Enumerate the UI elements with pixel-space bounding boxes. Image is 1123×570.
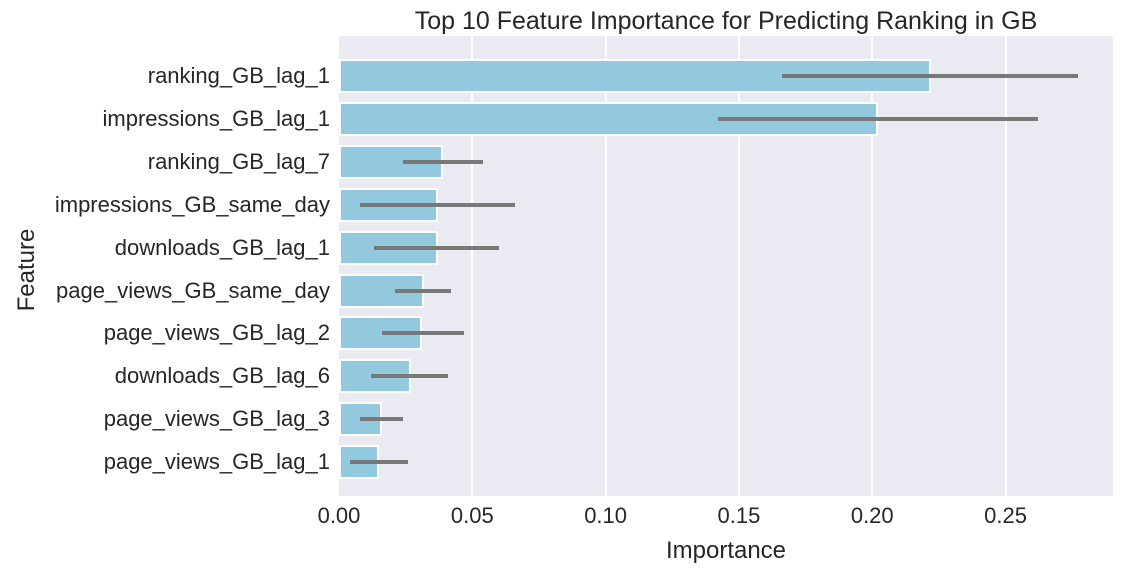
ytick-label-ranking_GB_lag_7: ranking_GB_lag_7 (147, 148, 330, 174)
ytick-label-page_views_GB_lag_2: page_views_GB_lag_2 (103, 320, 330, 346)
gridline-x-0.15 (737, 36, 740, 496)
xtick-label-0.25: 0.25 (984, 503, 1027, 528)
ytick-label-page_views_GB_lag_1: page_views_GB_lag_1 (103, 449, 330, 475)
error-bar-impressions_GB_same_day (360, 202, 515, 207)
gridline-x-0.25 (1004, 36, 1007, 496)
chart-title: Top 10 Feature Importance for Predicting… (414, 7, 1038, 35)
error-bar-downloads_GB_lag_1 (373, 245, 499, 250)
y-axis-label: Feature (13, 228, 40, 312)
ytick-label-downloads_GB_lag_1: downloads_GB_lag_1 (114, 234, 330, 260)
xtick-label-0.10: 0.10 (584, 503, 628, 528)
ytick-label-impressions_GB_same_day: impressions_GB_same_day (54, 191, 330, 217)
error-bar-page_views_GB_lag_1 (349, 460, 409, 465)
ytick-label-ranking_GB_lag_1: ranking_GB_lag_1 (147, 63, 330, 88)
gridline-x-0.05 (471, 36, 474, 496)
gridline-x-0.20 (871, 36, 874, 496)
gridline-x-0.10 (604, 36, 607, 496)
ytick-label-page_views_GB_same_day: page_views_GB_same_day (56, 277, 330, 303)
xtick-label-0.15: 0.15 (717, 503, 761, 528)
xtick-label-0.00: 0.00 (317, 503, 361, 528)
error-bar-page_views_GB_lag_2 (381, 331, 465, 336)
ytick-label-page_views_GB_lag_3: page_views_GB_lag_3 (103, 406, 330, 432)
xtick-label-0.05: 0.05 (450, 503, 494, 528)
ytick-label-impressions_GB_lag_1: impressions_GB_lag_1 (102, 105, 330, 131)
error-bar-ranking_GB_lag_7 (402, 159, 483, 164)
error-bar-page_views_GB_same_day (394, 288, 451, 293)
plot-area (339, 36, 1113, 496)
xtick-label-0.20: 0.20 (850, 503, 894, 528)
error-bar-downloads_GB_lag_6 (370, 374, 449, 379)
error-bar-page_views_GB_lag_3 (360, 417, 403, 422)
ytick-label-downloads_GB_lag_6: downloads_GB_lag_6 (114, 363, 330, 389)
error-bar-ranking_GB_lag_1 (781, 74, 1078, 78)
x-axis-label: Importance (665, 537, 787, 564)
error-bar-impressions_GB_lag_1 (717, 116, 1038, 121)
